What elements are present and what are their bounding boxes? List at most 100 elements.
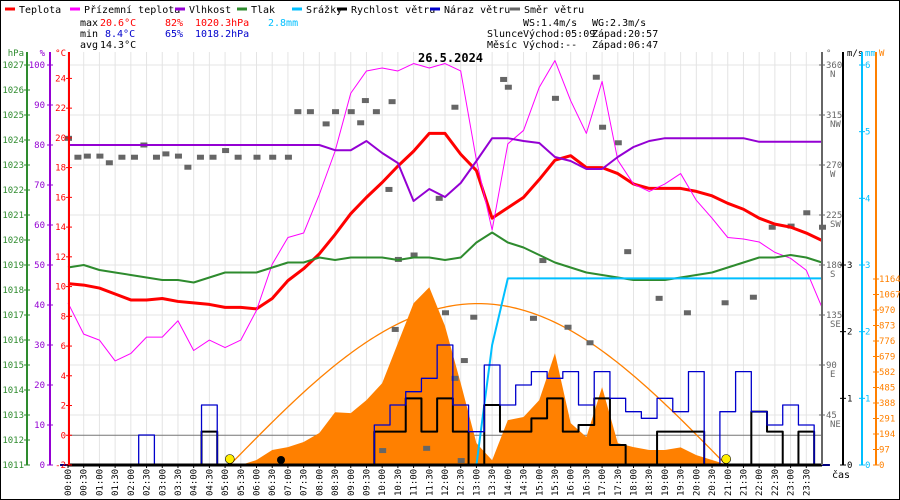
axis-tick-compass: SE <box>830 320 841 330</box>
wind-direction-point <box>470 314 478 320</box>
x-axis-tick-label: 02:00 <box>127 469 137 496</box>
wind-direction-point <box>284 154 292 160</box>
wind-direction-point <box>683 310 691 316</box>
series-line-tlak <box>67 231 823 284</box>
axis-tick-label: 97 <box>879 446 890 456</box>
axis-tick-label: 24 <box>55 74 66 84</box>
axis-tick-label: 20 <box>34 381 45 391</box>
wind-direction-point <box>294 109 302 115</box>
wind-direction-point <box>539 258 547 264</box>
axis-tick-label: 45 <box>826 411 837 421</box>
x-axis-tick-label: 13:30 <box>488 469 498 496</box>
x-axis-tick-label: 06:30 <box>268 469 278 496</box>
sunset-marker <box>721 454 731 464</box>
rain-total: 2.8mm <box>268 18 298 29</box>
x-axis-label: čas <box>832 469 850 481</box>
axis-tick-label: 1019 <box>2 261 24 271</box>
axis-unit-mm: mm <box>865 49 876 59</box>
wind-direction-point <box>391 326 399 332</box>
x-axis-tick-label: 23:00 <box>787 469 797 496</box>
x-axis-tick-label: 10:00 <box>378 469 388 496</box>
wind-direction-point <box>372 109 380 115</box>
wind-direction-point <box>423 445 431 451</box>
wind-direction-point <box>457 458 465 464</box>
axis-tick-label: 1017 <box>2 311 24 321</box>
wind-direction-point <box>388 99 396 105</box>
axis-tick-label: 225 <box>826 211 842 221</box>
solar-radiation-area <box>68 287 822 465</box>
legend-label: Vlhkost <box>189 5 231 16</box>
wind-direction-point <box>162 151 170 157</box>
wind-direction-point <box>196 154 204 160</box>
x-axis-tick-label: 20:00 <box>692 469 702 496</box>
axis-tick-label: 0 <box>879 461 884 471</box>
axis-tick-label: 6 <box>865 61 870 71</box>
axis-tick-label: 3 <box>847 261 852 271</box>
x-axis-tick-label: 06:00 <box>253 469 263 496</box>
wind-direction-point <box>614 140 622 146</box>
x-axis-tick-label: 17:00 <box>598 469 608 496</box>
wind-direction-point <box>655 295 663 301</box>
axis-tick-label: 4 <box>61 372 66 382</box>
axis-tick-compass: N <box>830 70 835 80</box>
axis-tick-label: 485 <box>879 384 895 394</box>
wind-direction-point <box>768 224 776 230</box>
sunrise-marker <box>224 454 235 464</box>
series-line-teplota <box>67 131 823 311</box>
wind-direction-point <box>83 153 91 159</box>
axis-tick-label: 60 <box>34 221 45 231</box>
axis-tick-label: 1012 <box>2 436 24 446</box>
axis-tick-label: 1011 <box>2 461 24 471</box>
x-axis-tick-label: 04:30 <box>205 469 215 496</box>
moonset: Západ:06:47 <box>592 39 658 51</box>
x-axis-tick-label: 23:30 <box>802 469 812 496</box>
axis-tick-label: 135 <box>826 311 842 321</box>
x-axis-tick-label: 22:30 <box>771 469 781 496</box>
series-line-p-zemn-teplota <box>67 60 823 362</box>
wind-direction-point <box>599 124 607 130</box>
axis-tick-label: 70 <box>34 181 45 191</box>
axis-tick-label: 194 <box>879 430 895 440</box>
wind-direction-point <box>74 154 82 160</box>
axis-tick-label: 270 <box>826 161 842 171</box>
axis-tick-label: 1025 <box>2 111 24 121</box>
moon-label: Měsíc <box>487 39 517 51</box>
header: Teplota Přízemní teplota Vlhkost Tlak Srážky… <box>5 4 850 481</box>
axis-tick-label: 679 <box>879 353 895 363</box>
axis-tick-label: 1015 <box>2 361 24 371</box>
x-axis-tick-label: 03:00 <box>158 469 168 496</box>
axis-tick-label: 10 <box>55 283 66 293</box>
axis-tick-label: -2 <box>55 461 66 471</box>
wind-direction-point <box>332 109 340 115</box>
avg-label: avg <box>80 40 98 51</box>
x-axis-tick-label: 11:00 <box>410 469 420 496</box>
x-axis-tick-label: 17:30 <box>614 469 624 496</box>
max-temp: 20.6°C <box>100 18 136 29</box>
x-axis-tick-label: 19:00 <box>661 469 671 496</box>
wind-direction-point <box>529 315 537 321</box>
x-axis-tick-label: 05:00 <box>221 469 231 496</box>
legend-label: Rychlost větru <box>351 4 435 16</box>
legend-label: Náraz větru <box>444 4 510 16</box>
axis-unit-pct: % <box>40 49 46 59</box>
axis-tick-label: 5 <box>865 128 870 138</box>
wind-direction-point <box>118 154 126 160</box>
max-pressure: 1020.3hPa <box>195 18 249 29</box>
wind-direction-point <box>592 74 600 80</box>
x-axis-tick-label: 16:30 <box>582 469 592 496</box>
wind-direction-point <box>269 154 277 160</box>
axis-tick-label: 776 <box>879 337 895 347</box>
axis-unit-dir: ° <box>826 49 831 59</box>
wind-direction-point <box>96 153 104 159</box>
wind-direction-point <box>209 154 217 160</box>
wind-direction-point <box>551 95 559 101</box>
x-axis-tick-label: 10:30 <box>394 469 404 496</box>
wind-direction-point <box>253 154 261 160</box>
axis-tick-label: 0 <box>40 461 45 471</box>
wind-direction-point <box>624 249 632 255</box>
axis-tick-label: 0 <box>61 431 66 441</box>
wind-speed-avg: WS:1.4m/s <box>523 18 577 29</box>
axis-tick-label: 360 <box>826 61 842 71</box>
x-axis-tick-label: 04:00 <box>190 469 200 496</box>
